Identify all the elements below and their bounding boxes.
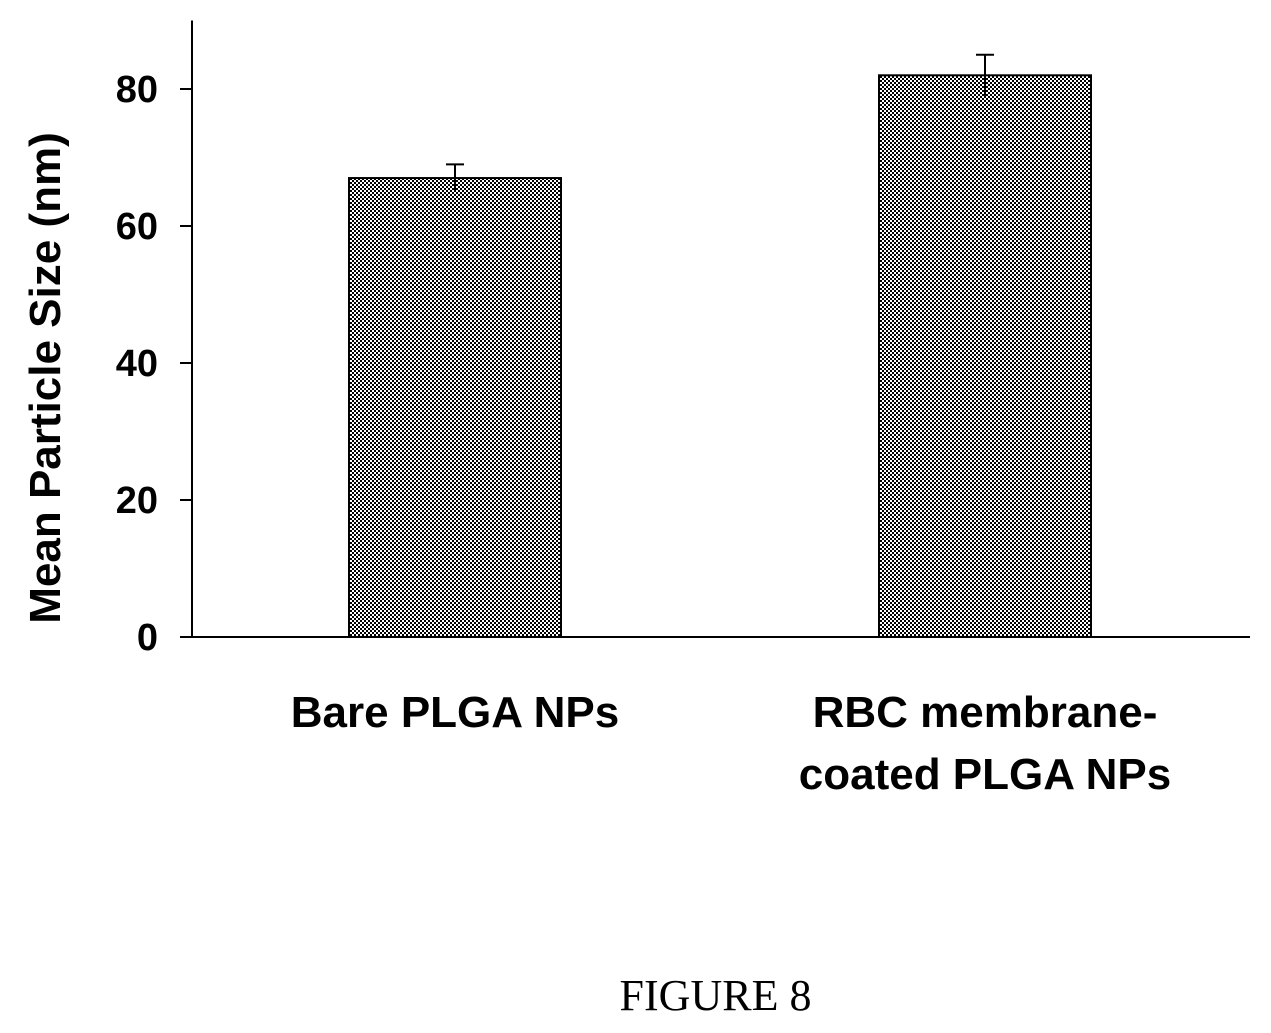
y-tick-label: 20 xyxy=(116,480,158,522)
bar xyxy=(348,177,562,639)
x-category-label: Bare PLGA NPs xyxy=(291,688,619,737)
y-axis-title: Mean Particle Size (nm) xyxy=(21,132,70,623)
x-category-label: coated PLGA NPs xyxy=(799,750,1171,799)
y-tick-label: 80 xyxy=(116,69,158,111)
bar-chart: 0 20 40 60 80 Bare PLGA NPs RBC membrane-coate… xyxy=(21,20,1250,799)
y-tick-label: 0 xyxy=(137,617,158,659)
bar xyxy=(878,74,1092,639)
y-tick-label: 40 xyxy=(116,343,158,385)
figure-caption: FIGURE 8 xyxy=(619,971,812,1020)
x-category-label: RBC membrane- xyxy=(813,688,1158,737)
y-tick-label: 60 xyxy=(116,206,158,248)
